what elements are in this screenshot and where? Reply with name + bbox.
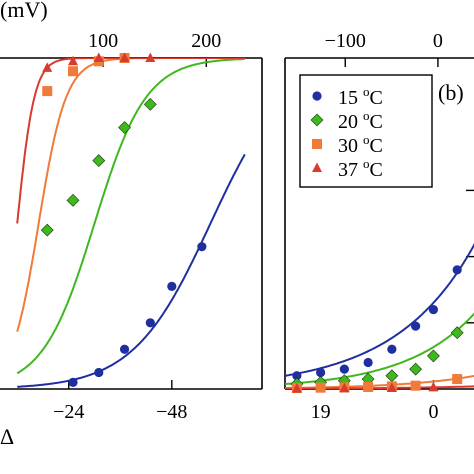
panel-a-data-point xyxy=(197,242,207,252)
panel-b-top-tick-label: 0 xyxy=(433,30,443,52)
panel-b-label: (b) xyxy=(438,80,464,105)
panel-b-data-point xyxy=(452,374,463,385)
panel-b-data-point xyxy=(363,382,374,393)
panel-a-fit-curve-1 xyxy=(16,58,245,375)
panel-a-data-point xyxy=(94,367,104,378)
panel-b-data-point xyxy=(339,382,350,393)
panel-a-data-point xyxy=(42,62,53,72)
panel-a-bottom-tick-label: −48 xyxy=(156,401,187,423)
panel-a-data-point xyxy=(66,193,80,207)
legend-label: 30 oC xyxy=(338,132,383,157)
panel-a-data-point xyxy=(40,223,54,237)
legend-label: 15 oC xyxy=(338,84,383,109)
panel-b-fit-curve-1 xyxy=(285,312,474,385)
panel-b-data-point xyxy=(363,357,373,368)
panel-a-bottom-tick-label: −24 xyxy=(53,401,84,423)
panel-a-fit-curve-0 xyxy=(17,153,246,388)
legend-marker xyxy=(312,91,322,101)
legend-marker xyxy=(310,113,324,127)
panel-a-fit-curve-2 xyxy=(16,58,245,332)
legend-label: 20 oC xyxy=(338,108,383,133)
panel-a-data-point xyxy=(42,86,53,97)
panel-a: (mV) Δ −24 −48 100 200 xyxy=(0,0,263,449)
panel-a-data-point xyxy=(143,97,157,111)
legend-marker xyxy=(312,162,322,172)
panel-b-bottom-tick-label: 0 xyxy=(428,401,438,423)
panel-b-data-point xyxy=(316,367,326,378)
panel-a-fit-curve-3 xyxy=(16,58,245,224)
panel-b-data-point xyxy=(387,344,397,354)
panel-b-fit-curve-0 xyxy=(285,243,474,377)
panel-a-top-tick-label: 200 xyxy=(191,30,221,52)
panel-b-data-point xyxy=(315,382,326,393)
legend-label: 37 oC xyxy=(338,156,383,181)
panel-b-data-point xyxy=(409,362,423,376)
panel-b-data-point xyxy=(292,371,302,381)
panel-b-data-point xyxy=(427,349,440,363)
panel-b-data-point xyxy=(291,383,302,393)
panel-a-data-point xyxy=(118,121,131,134)
legend-marker xyxy=(312,139,322,149)
panel-a-data-point xyxy=(167,281,177,291)
panel-b-data-point xyxy=(450,326,464,340)
panel-a-data-point xyxy=(145,318,155,328)
panel-b-data-point xyxy=(386,382,397,393)
panel-a-data-point xyxy=(93,52,104,62)
panel-b-data-point xyxy=(452,265,462,275)
panel-b-data-point xyxy=(428,304,439,315)
panel-a-top-tick-label: 100 xyxy=(88,30,118,52)
panel-a-data-point xyxy=(68,66,79,77)
panel-b-top-tick-label: −100 xyxy=(325,30,366,52)
panel-b-data-point xyxy=(339,364,349,374)
panel-b-data-point xyxy=(410,380,421,391)
panel-a-data-point xyxy=(92,154,106,168)
panel-a-data-point xyxy=(68,55,79,66)
panel-a-bottom-axis-label: Δ xyxy=(0,424,14,449)
panel-b-data-point xyxy=(385,369,399,383)
panel-b-data-point xyxy=(428,381,439,392)
panel-a-data-point xyxy=(68,377,78,387)
legend-box xyxy=(299,74,433,188)
panel-a-data-point xyxy=(145,52,156,62)
panel-a-data-point xyxy=(119,52,130,62)
panel-b-bottom-tick-label: 19 xyxy=(311,401,331,423)
panel-b-data-point xyxy=(411,321,421,331)
panel-a-data-point xyxy=(119,344,130,354)
panel-a-top-axis-label: (mV) xyxy=(0,0,48,22)
